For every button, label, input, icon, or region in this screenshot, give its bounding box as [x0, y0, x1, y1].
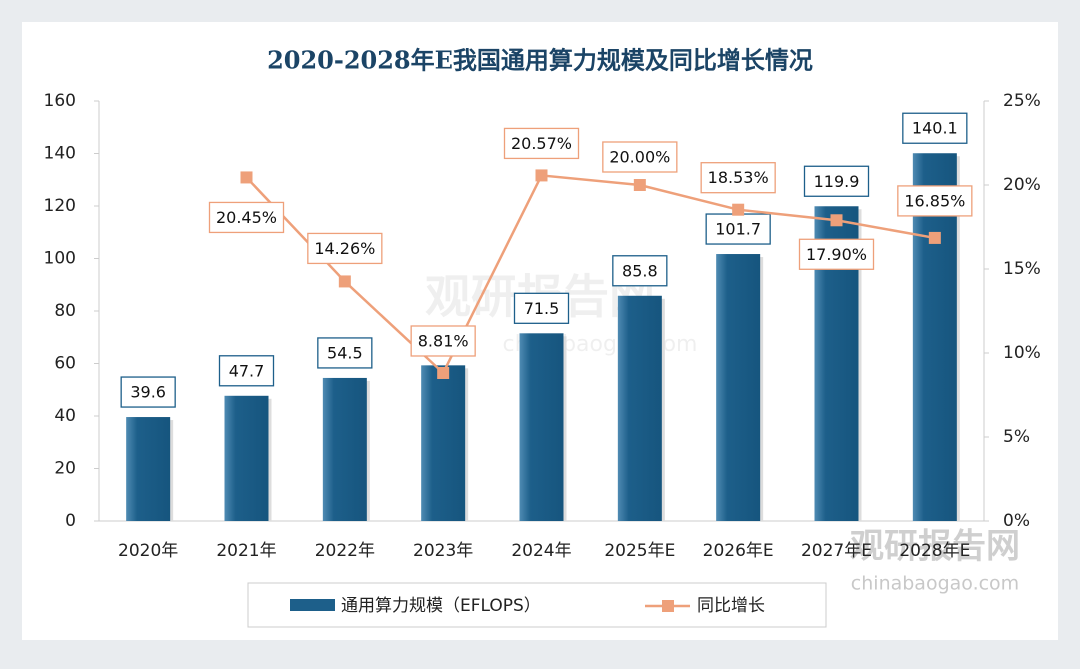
bar-label: 54.5	[327, 343, 363, 362]
x-tick-label: 2026年E	[703, 541, 774, 561]
bar-label-box	[513, 292, 570, 324]
y-tick-label: 100	[44, 249, 76, 269]
x-tick-label: 2020年	[118, 541, 178, 561]
y2-tick-label: 10%	[1003, 343, 1041, 363]
line-label-box	[307, 232, 383, 265]
line-marker	[928, 231, 941, 244]
bar-label: 119.9	[814, 172, 860, 191]
line-marker	[732, 203, 745, 216]
line-label: 20.00%	[609, 148, 670, 167]
y-tick-label: 140	[44, 144, 76, 164]
line-label: 16.85%	[904, 191, 965, 210]
line-marker	[338, 275, 351, 288]
y-tick-label: 120	[44, 196, 76, 216]
line-label-box	[208, 201, 285, 234]
line	[245, 174, 936, 376]
bar-label: 85.8	[622, 261, 658, 280]
y-tick-label: 160	[44, 91, 76, 111]
line-label: 14.26%	[314, 239, 375, 258]
y-tick-label: 60	[54, 354, 76, 374]
legend-label: 通用算力规模（EFLOPS）	[341, 596, 541, 616]
bar	[519, 333, 564, 521]
x-tick-label: 2024年	[511, 541, 571, 561]
watermark: chinabaogao.com	[851, 573, 1019, 595]
watermark: 观研报告网	[850, 527, 1020, 567]
line-marker	[830, 214, 843, 227]
bar-label-box	[218, 355, 275, 387]
card	[22, 22, 1058, 640]
line-label: 8.81%	[418, 331, 469, 350]
y-tick-label: 0	[65, 511, 76, 531]
line-label: 18.53%	[708, 168, 769, 187]
bar	[617, 295, 662, 521]
y-tick-label: 40	[54, 406, 76, 426]
bar-label-box	[902, 112, 968, 144]
bar	[322, 377, 367, 521]
x-tick-label: 2022年	[315, 541, 375, 561]
bar	[126, 417, 171, 521]
bar-label: 140.1	[912, 119, 958, 138]
line-label-box	[503, 127, 580, 160]
y2-tick-label: 20%	[1003, 175, 1041, 195]
y2-tick-label: 15%	[1003, 259, 1041, 279]
chart-title: 2020-2028年E我国通用算力规模及同比增长情况	[267, 46, 813, 75]
x-tick-label: 2023年	[413, 541, 473, 561]
line-marker	[535, 169, 548, 182]
line-marker	[437, 366, 450, 379]
bar-label-box	[803, 165, 870, 197]
bar-label-box	[317, 337, 373, 369]
line-label-box	[410, 325, 476, 357]
y-tick-label: 20	[54, 459, 76, 479]
x-tick-label: 2027年E	[801, 541, 872, 561]
line-label-box	[798, 238, 875, 270]
y-tick-label: 80	[54, 301, 76, 321]
bar-label-box	[612, 255, 668, 287]
bar-label: 39.6	[130, 383, 166, 402]
y2-tick-label: 5%	[1003, 427, 1030, 447]
y2-tick-label: 0%	[1003, 511, 1030, 531]
y2-tick-label: 25%	[1003, 91, 1041, 111]
x-tick-label: 2021年	[216, 541, 276, 561]
legend-label: 同比增长	[697, 596, 765, 616]
legend	[247, 582, 827, 628]
line-marker	[240, 171, 253, 184]
line-marker	[633, 179, 646, 191]
x-tick-label: 2028年E	[899, 541, 970, 561]
bar	[224, 395, 269, 521]
line-label: 20.57%	[511, 134, 572, 153]
legend-swatch	[290, 599, 335, 611]
line-label: 20.45%	[216, 208, 277, 227]
bar	[421, 365, 466, 521]
bar-label: 101.7	[715, 220, 761, 239]
bar-label: 47.7	[229, 361, 265, 380]
line-label-box	[602, 141, 678, 173]
bar-label-box	[705, 213, 771, 245]
line-label-box	[897, 185, 973, 217]
x-tick-label: 2025年E	[604, 541, 675, 561]
line-label: 17.90%	[806, 245, 867, 264]
bar-label-box	[120, 376, 176, 408]
line-label-box	[700, 162, 776, 194]
bar	[716, 254, 761, 521]
legend-swatch	[662, 600, 674, 612]
bar-label: 71.5	[524, 299, 560, 318]
